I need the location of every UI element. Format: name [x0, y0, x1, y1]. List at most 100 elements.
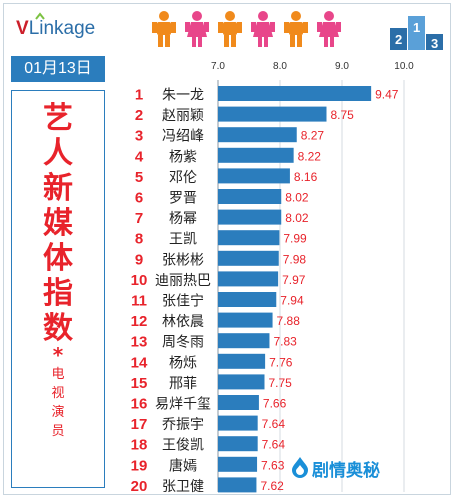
bar [218, 168, 290, 184]
value-label: 8.27 [301, 129, 325, 143]
value-label: 7.76 [269, 355, 293, 369]
vlinkage-logo: VLinkage [16, 18, 96, 39]
rank-number: 6 [135, 190, 143, 207]
value-label: 7.98 [283, 252, 307, 266]
rank-number: 11 [131, 293, 147, 310]
rank-number: 20 [131, 478, 148, 495]
title-star: * [52, 343, 64, 367]
artist-name: 邢菲 [169, 376, 197, 392]
svg-text:2: 2 [395, 32, 402, 47]
subtitle-char: 电 [51, 367, 65, 382]
title-char: 新 [43, 171, 73, 206]
artist-name: 杨紫 [169, 149, 197, 165]
rank-number: 18 [131, 437, 148, 454]
rank-number: 17 [131, 416, 148, 433]
subtitle-char: 演 [51, 405, 65, 420]
rank-number: 1 [135, 87, 143, 104]
watermark-text: 剧情奥秘 [312, 461, 380, 481]
title-char: 艺 [43, 101, 73, 136]
bar [218, 147, 294, 163]
artist-name: 林依晨 [162, 314, 204, 330]
index-title: 艺人新媒体指数 [12, 101, 104, 346]
value-label: 7.63 [261, 458, 285, 472]
value-label: 7.97 [282, 273, 306, 287]
rank-number: 12 [131, 313, 148, 330]
value-label: 7.83 [273, 335, 297, 349]
male-person-icon [284, 11, 308, 47]
bar [218, 209, 282, 225]
value-label: 7.99 [283, 232, 307, 246]
artist-name: 迪丽热巴 [155, 273, 211, 289]
artist-name: 邓伦 [169, 170, 197, 186]
value-label: 7.88 [277, 314, 301, 328]
rank-number: 19 [131, 457, 148, 474]
artist-name: 朱一龙 [162, 88, 204, 104]
artist-name: 王俊凯 [162, 438, 204, 454]
title-char: 体 [43, 241, 73, 276]
rank-number: 8 [135, 231, 143, 248]
value-label: 8.22 [298, 149, 322, 163]
value-label: 8.75 [331, 108, 355, 122]
artist-name: 王凯 [169, 232, 197, 248]
value-label: 8.02 [285, 191, 309, 205]
value-label: 7.94 [280, 294, 304, 308]
podium-icon: 2 1 3 [390, 16, 443, 50]
artist-name: 张卫健 [162, 479, 204, 495]
title-char: 数 [43, 311, 73, 346]
value-label: 8.02 [285, 211, 309, 225]
artist-name: 乔振宇 [162, 417, 204, 433]
artist-name: 罗晋 [169, 191, 197, 207]
female-person-icon [317, 11, 341, 47]
rank-number: 7 [135, 210, 143, 227]
bar [218, 436, 258, 452]
rank-number: 13 [131, 334, 148, 351]
artist-name: 唐嫣 [169, 457, 197, 474]
value-label: 9.47 [375, 88, 399, 102]
svg-text:1: 1 [413, 20, 420, 35]
bar [218, 230, 280, 246]
subtitle-char: 视 [51, 386, 65, 401]
bar [218, 415, 258, 431]
artist-name: 易烊千玺 [155, 397, 211, 413]
frame [3, 3, 451, 495]
bar [218, 189, 282, 204]
rank-number: 2 [135, 107, 143, 124]
value-label: 7.62 [260, 479, 284, 493]
bar [218, 374, 265, 390]
bar [218, 395, 259, 410]
male-person-icon [218, 11, 242, 47]
bar [218, 292, 277, 307]
bar [218, 353, 266, 369]
rank-number: 4 [135, 148, 144, 165]
male-person-icon [152, 11, 176, 47]
x-tick-label: 7.0 [211, 61, 225, 72]
svg-text:3: 3 [431, 36, 438, 50]
artist-name: 赵丽颖 [162, 108, 204, 124]
rank-number: 16 [131, 396, 148, 413]
female-person-icon [185, 11, 209, 47]
watermark: 剧情奥秘 [292, 456, 380, 481]
logo-roof-icon [35, 12, 45, 20]
value-label: 7.75 [269, 376, 293, 390]
value-label: 7.64 [262, 417, 286, 431]
bar [218, 127, 297, 143]
title-char: 人 [43, 136, 73, 171]
rank-number: 3 [135, 128, 143, 145]
bar [218, 271, 279, 287]
sidebar-title-panel: 艺人新媒体指数 * 电视演员 [11, 90, 105, 488]
artist-name: 张彬彬 [162, 252, 204, 268]
category-subtitle: 电视演员 [12, 365, 104, 441]
x-tick-label: 8.0 [273, 61, 287, 72]
female-person-icon [251, 11, 275, 47]
rank-number: 5 [135, 169, 143, 186]
bar [218, 456, 258, 472]
title-char: 指 [43, 276, 73, 311]
rank-number: 10 [131, 272, 148, 289]
artist-name: 冯绍峰 [162, 129, 204, 145]
value-label: 7.64 [262, 438, 286, 452]
bar [218, 333, 270, 349]
bar [218, 86, 372, 101]
flame-drop-icon [292, 457, 308, 478]
x-tick-label: 10.0 [394, 61, 414, 72]
